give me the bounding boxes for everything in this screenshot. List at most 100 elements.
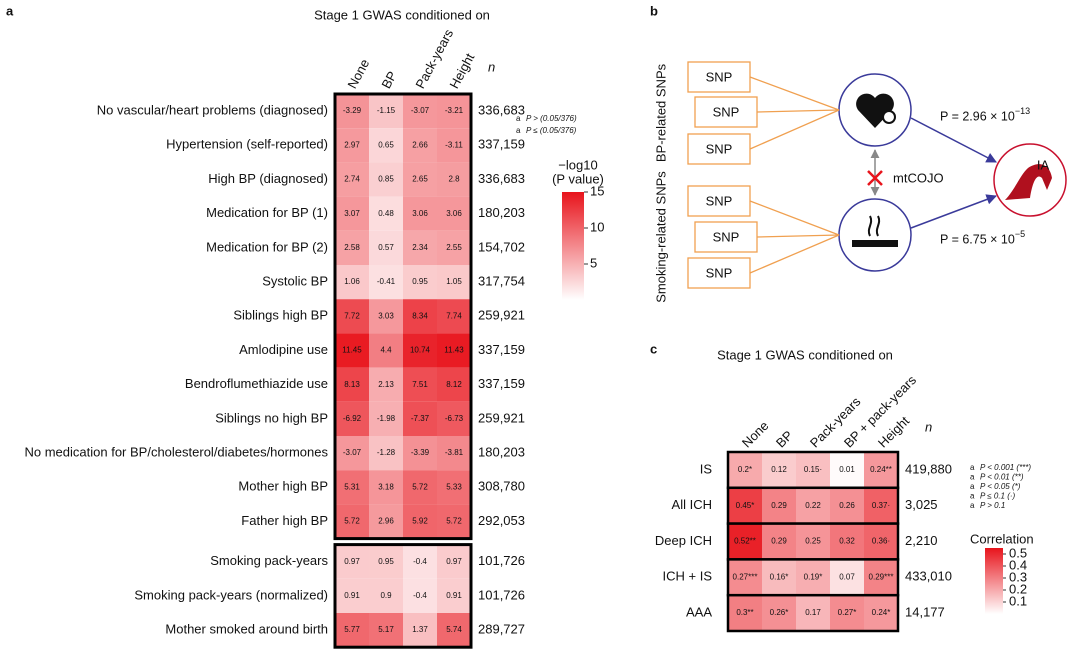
cell-value: 0.36· [872, 537, 890, 546]
legend-glyph: a [970, 492, 975, 501]
cell-value: 0.01 [839, 465, 855, 474]
heat-cell [403, 401, 437, 436]
panel-title: Stage 1 GWAS conditioned on [314, 7, 490, 22]
cell-value: 5.72 [344, 517, 360, 526]
snp-label: SNP [706, 193, 733, 208]
smoking-node [838, 198, 912, 272]
heat-cell [335, 299, 369, 334]
legend-text: P > 0.1 [980, 501, 1005, 510]
legend-text: P < 0.01 (**) [980, 473, 1024, 482]
colorbar-title: (P value) [552, 171, 604, 186]
heat-cell [403, 504, 437, 539]
heat-cell [403, 470, 437, 505]
heat-cell [403, 436, 437, 471]
row-label: Bendroflumethiazide use [185, 376, 328, 391]
heat-cell [369, 504, 403, 539]
cell-value: 4.4 [380, 346, 392, 355]
heat-cell [369, 613, 403, 648]
heat-cell [437, 401, 471, 436]
cell-value: 0.26 [839, 501, 855, 510]
heat-cell [335, 367, 369, 402]
cell-value: 0.19* [804, 572, 823, 581]
heat-cell [369, 299, 403, 334]
row-label: ICH + IS [663, 569, 713, 584]
colorbar [562, 192, 584, 300]
heat-cell [864, 452, 898, 488]
heat-cell [403, 230, 437, 265]
cell-value: 5.72 [446, 517, 462, 526]
row-n: 317,754 [478, 274, 525, 289]
cell-value: 1.37 [412, 625, 428, 634]
cell-value: 10.74 [410, 346, 431, 355]
cell-value: 2.58 [344, 243, 360, 252]
heat-cell [403, 94, 437, 129]
cell-value: 0.97 [344, 557, 360, 566]
cell-value: 0.15· [804, 465, 822, 474]
cell-value: 2.13 [378, 380, 394, 389]
heat-cell [728, 595, 762, 631]
cell-value: 0.85 [378, 175, 394, 184]
cell-value: 2.65 [412, 175, 428, 184]
cell-value: 0.07 [839, 572, 855, 581]
row-n: 337,159 [478, 376, 525, 391]
colorbar-title: Correlation [970, 531, 1034, 546]
heat-cell [369, 401, 403, 436]
cell-value: 11.43 [444, 346, 464, 355]
row-n: 337,159 [478, 342, 525, 357]
heart-icon [856, 93, 894, 128]
cell-value: 0.9 [380, 591, 392, 600]
heat-cell [796, 523, 830, 560]
cell-value: 0.95 [378, 557, 394, 566]
column-header: None [344, 57, 372, 91]
cell-value: 2.74 [344, 175, 360, 184]
n-header: n [925, 419, 932, 434]
cell-value: 8.13 [344, 380, 360, 389]
panel-letter: b [650, 3, 658, 18]
heat-cell [335, 504, 369, 539]
method-label: mtCOJO [893, 170, 944, 185]
column-header: Height [446, 50, 477, 91]
heat-cell [437, 265, 471, 300]
group-frame [333, 92, 473, 541]
heat-cell [437, 128, 471, 163]
heat-cell [335, 578, 369, 613]
heat-cell [762, 523, 796, 560]
cell-value: 2.34 [412, 243, 428, 252]
outcome-label: IA [1037, 157, 1050, 172]
row-n: 337,159 [478, 137, 525, 152]
row-label: Hypertension (self-reported) [166, 137, 328, 152]
cell-value: 3.03 [378, 311, 394, 320]
cell-value: 8.34 [412, 311, 428, 320]
cell-value: 0.29*** [869, 572, 894, 581]
row-n: 154,702 [478, 239, 525, 254]
heat-cell [335, 544, 369, 579]
colorbar-tick-label: 0.4 [1009, 557, 1027, 572]
heat-cell [830, 523, 864, 560]
row-n: 259,921 [478, 410, 525, 425]
row-label: Medication for BP (1) [206, 205, 328, 220]
group-frame [333, 543, 473, 649]
cell-value: 0.27* [838, 608, 857, 617]
heat-cell [335, 333, 369, 368]
snp-link [756, 234, 840, 238]
heat-cell [830, 452, 864, 488]
cell-value: 0.32 [839, 537, 855, 546]
heat-cell [335, 470, 369, 505]
cross [867, 170, 883, 186]
cell-value: 0.24** [870, 465, 892, 474]
snp-label: SNP [706, 141, 733, 156]
heat-cell [369, 94, 403, 129]
snp-link [749, 200, 840, 236]
heat-cell [796, 559, 830, 596]
snp-link [749, 109, 840, 150]
cell-value: -6.73 [445, 414, 464, 423]
heat-cell [437, 367, 471, 402]
heat-cell [335, 128, 369, 163]
row-label: No vascular/heart problems (diagnosed) [97, 103, 328, 118]
row-n: 433,010 [905, 569, 952, 584]
cell-value: -1.15 [377, 106, 396, 115]
heat-cell [762, 595, 796, 631]
legend-glyph: a [970, 473, 975, 482]
row-label: Smoking pack-years (normalized) [134, 587, 328, 602]
